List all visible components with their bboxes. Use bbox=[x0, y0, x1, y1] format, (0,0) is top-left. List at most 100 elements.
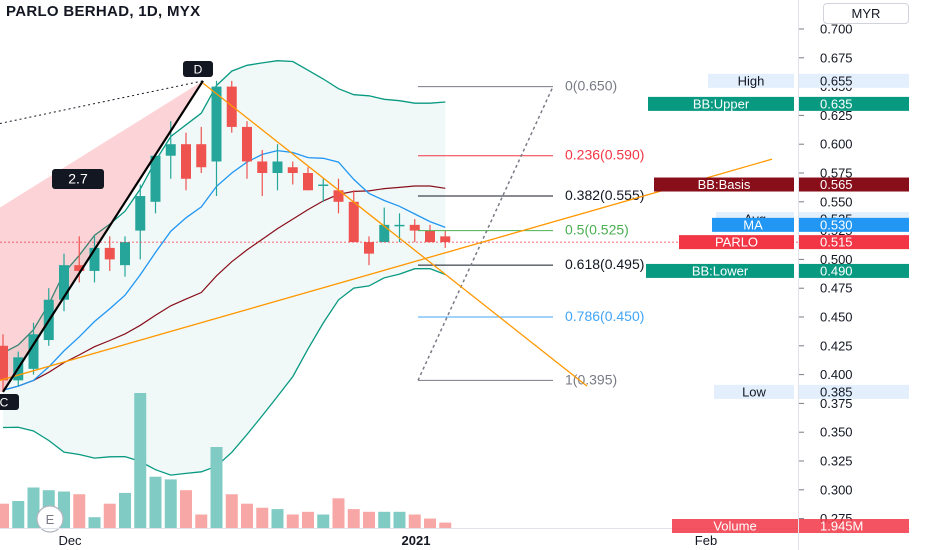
trend-line-up[interactable] bbox=[0, 158, 773, 381]
volume-bar bbox=[378, 511, 391, 528]
candle-body bbox=[196, 144, 207, 168]
price-tag-name: PARLO bbox=[715, 235, 758, 250]
point-d-label: D bbox=[194, 63, 203, 77]
candle-body bbox=[211, 86, 222, 162]
candle bbox=[0, 334, 8, 392]
price-tag-value: 0.490 bbox=[820, 263, 853, 278]
volume-bar bbox=[347, 509, 360, 528]
candle bbox=[440, 230, 451, 248]
volume-tag-value: 1.945M bbox=[820, 519, 863, 534]
candle bbox=[394, 213, 405, 243]
price-tag: MA 0.530 bbox=[712, 217, 909, 232]
candle-body bbox=[272, 161, 283, 173]
price-tick-label: 0.500 bbox=[820, 252, 853, 267]
volume-bar bbox=[271, 509, 284, 528]
time-tick-label: 2021 bbox=[402, 533, 431, 548]
fib-level-label: 0.786(0.450) bbox=[565, 308, 644, 324]
price-tick-label: 0.550 bbox=[820, 194, 853, 209]
time-axis-separator bbox=[0, 528, 798, 529]
candle-body bbox=[28, 334, 39, 369]
price-tag-name: Low bbox=[742, 384, 766, 399]
volume-bar bbox=[393, 511, 406, 528]
candle bbox=[120, 236, 130, 277]
candle-body bbox=[287, 167, 298, 173]
price-tag: BB:Basis 0.565 bbox=[654, 177, 909, 192]
price-tick-label: 0.600 bbox=[820, 137, 853, 152]
bollinger-lower-line bbox=[2, 268, 446, 476]
fib-level-label: 1(0.395) bbox=[565, 371, 617, 387]
candle bbox=[211, 80, 222, 197]
point-d-box bbox=[183, 61, 213, 77]
volume-bar bbox=[12, 501, 25, 528]
price-tag: High 0.655 bbox=[708, 73, 909, 88]
candle-body bbox=[303, 173, 313, 191]
price-tag-name: BB:Basis bbox=[698, 177, 751, 192]
price-tick-label: 0.700 bbox=[820, 22, 853, 37]
candle bbox=[226, 80, 237, 133]
price-tick-label: 0.300 bbox=[820, 482, 853, 497]
price-tag: Low 0.385 bbox=[714, 384, 909, 399]
price-tag-value-box bbox=[799, 235, 909, 250]
volume-bar bbox=[180, 490, 192, 528]
candle-body bbox=[364, 242, 374, 254]
candle bbox=[257, 149, 268, 197]
price-tick-label: 0.450 bbox=[820, 310, 853, 325]
volume-bar bbox=[408, 514, 421, 528]
candle-body bbox=[135, 196, 146, 231]
candle bbox=[379, 207, 390, 243]
price-tag-name-box bbox=[708, 73, 794, 88]
fibonacci-retracement[interactable]: 0(0.650) 0.236(0.590) 0.382(0.555) 0.5(0.52… bbox=[418, 78, 644, 388]
price-tag-name-box bbox=[654, 177, 794, 192]
candle bbox=[181, 132, 191, 191]
trend-line-down[interactable] bbox=[202, 82, 588, 387]
price-tick-label: 0.400 bbox=[820, 367, 853, 382]
price-tag-value-box bbox=[799, 384, 909, 399]
volume-bar bbox=[0, 503, 9, 528]
price-tick-label: 0.425 bbox=[820, 338, 853, 353]
volume-bar bbox=[317, 514, 330, 528]
moving-average-line bbox=[2, 149, 446, 391]
candle-body bbox=[394, 224, 405, 227]
time-axis[interactable]: Dec 2021 Feb bbox=[58, 533, 717, 548]
earnings-icon[interactable] bbox=[36, 505, 64, 533]
candle bbox=[303, 167, 313, 191]
price-tick-label: 0.475 bbox=[820, 281, 853, 296]
candle bbox=[348, 190, 359, 243]
candle bbox=[135, 184, 146, 260]
volume-bar bbox=[225, 494, 238, 528]
price-tag-name: MA bbox=[743, 217, 763, 232]
volume-tag: Volume 1.945M bbox=[672, 519, 909, 534]
ratio-box bbox=[52, 169, 104, 189]
price-tick-label: 0.625 bbox=[820, 108, 853, 123]
price-tag-value-box bbox=[799, 96, 909, 111]
candle bbox=[89, 236, 100, 283]
volume-bar bbox=[210, 447, 223, 528]
bollinger-upper-line bbox=[2, 60, 446, 354]
candle bbox=[364, 236, 374, 266]
price-tag-name-box bbox=[646, 263, 794, 278]
candle bbox=[59, 253, 69, 312]
price-tag-value-box bbox=[799, 177, 909, 192]
price-tag-name: BB:Lower bbox=[692, 263, 749, 278]
candle bbox=[28, 322, 39, 375]
price-tag-name-box bbox=[679, 235, 794, 250]
candle-body bbox=[242, 126, 252, 162]
volume-tag-value-box bbox=[799, 519, 909, 533]
price-tag-value-box bbox=[799, 217, 909, 232]
candle bbox=[242, 121, 252, 179]
price-tag-name: BB:Upper bbox=[693, 96, 750, 111]
candle-body bbox=[104, 247, 115, 260]
time-tick-label: Feb bbox=[695, 533, 717, 548]
price-tag-value: 0.635 bbox=[820, 96, 853, 111]
price-tick-label: 0.325 bbox=[820, 454, 853, 469]
volume-bar bbox=[164, 479, 177, 528]
volume-bar bbox=[256, 507, 269, 528]
price-tag-value: 0.655 bbox=[820, 73, 853, 88]
earnings-marker[interactable]: E bbox=[36, 505, 64, 533]
price-tag: PARLO 0.515 bbox=[679, 235, 909, 250]
bollinger-fill bbox=[3, 60, 446, 476]
price-tag-name: High bbox=[738, 73, 765, 88]
volume-bar bbox=[134, 393, 147, 528]
currency-button[interactable]: MYR bbox=[823, 3, 909, 24]
